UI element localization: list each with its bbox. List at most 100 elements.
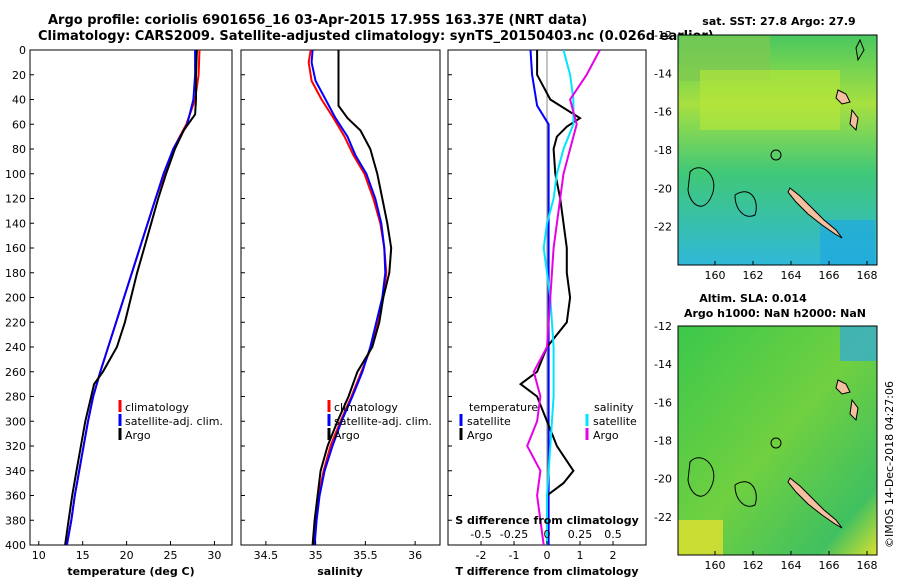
map-lon-tick-label: 168 — [857, 269, 878, 282]
depth-tick-label: 360 — [5, 490, 26, 503]
sla-map-patch — [840, 326, 877, 361]
depth-tick-label: 280 — [5, 391, 26, 404]
depth-axis: 0 20 40 60 80 100 120 140 160 180 200 220 240 260 280 3… — [5, 44, 452, 552]
depth-tick-label: 320 — [5, 440, 26, 453]
imos-watermark: ©IMOS 14-Dec-2018 04:27:06 — [883, 381, 896, 548]
x-tick-label: 35.5 — [353, 549, 378, 562]
map-axes: -12 -14 -16 -18 -20 -22 160 162 164 166 168 -12 -14 -… — [654, 29, 877, 572]
x-tick-label: 34.5 — [254, 549, 279, 562]
x-tick-label: 36 — [408, 549, 422, 562]
depth-tick-label: 220 — [5, 316, 26, 329]
temperature-axis-label: temperature (deg C) — [67, 565, 194, 578]
map-lat-tick-label: -22 — [654, 511, 672, 524]
sla-map-frame — [677, 325, 878, 556]
new-caledonia-land — [787, 477, 843, 529]
t-difference-axis-label: T difference from climatology — [455, 565, 638, 578]
s-diff-tick-label: -0.5 — [470, 528, 491, 541]
x-tick-label: 15 — [76, 549, 90, 562]
s-diff-tick-label: 0.5 — [604, 528, 622, 541]
legend-label-satellite: satellite-adj. clim. — [125, 415, 223, 428]
series-line-temperature-satellite — [529, 50, 550, 545]
map-lat-tick-label: -16 — [654, 396, 672, 409]
x-tick-label: 0 — [544, 549, 551, 562]
map-lat-tick-label: -14 — [654, 358, 672, 371]
depth-tick-label: 80 — [12, 143, 26, 156]
s-diff-tick-label: 0 — [544, 528, 551, 541]
legend-label-climatology: climatology — [125, 401, 189, 414]
series-line-satellite-adj-clim- — [310, 50, 387, 545]
title-line-2: Climatology: CARS2009. Satellite-adjuste… — [38, 29, 714, 44]
map-lon-tick-label: 160 — [705, 269, 726, 282]
map-lat-tick-label: -14 — [654, 67, 672, 80]
depth-tick-label: 380 — [5, 514, 26, 527]
sla-map-title-1: Altim. SLA: 0.014 — [699, 292, 807, 305]
legend-label-satellite: satellite-adj. clim. — [334, 415, 432, 428]
legend-header-temperature: temperature — [469, 401, 538, 414]
depth-tick-label: 240 — [5, 341, 26, 354]
depth-tick-label: 60 — [12, 118, 26, 131]
sst-map-frame — [677, 34, 878, 266]
vanuatu-island — [849, 398, 859, 422]
x-tick-label: 1 — [577, 549, 584, 562]
x-tick-label: 2 — [610, 549, 617, 562]
island-contour — [855, 38, 865, 62]
vanuatu-island — [835, 379, 851, 395]
title-line-1: Argo profile: coriolis 6901656_16 03-Apr… — [48, 13, 587, 28]
sla-map-title-2: Argo h1000: NaN h2000: NaN — [684, 307, 866, 320]
legend-label-climatology: climatology — [334, 401, 398, 414]
x-tick-label: 10 — [32, 549, 46, 562]
legend-label-argo: Argo — [125, 429, 151, 442]
map-lat-tick-label: -18 — [654, 144, 672, 157]
map-lon-tick-label: 164 — [781, 559, 802, 572]
depth-tick-label: 40 — [12, 94, 26, 107]
sla-map-patch — [678, 520, 723, 555]
x-tick-label: 35 — [309, 549, 323, 562]
legend-label-t-satellite: satellite — [467, 415, 511, 428]
map-lat-tick-label: -16 — [654, 106, 672, 119]
series-line-salinity-argo — [526, 50, 601, 545]
salinity-axis-label: salinity — [317, 565, 363, 578]
series-line-temperature-argo — [518, 50, 582, 545]
map-lat-tick-label: -20 — [654, 473, 672, 486]
legend-header-salinity: salinity — [594, 401, 634, 414]
x-tick-label: 30 — [207, 549, 221, 562]
depth-tick-label: 120 — [5, 193, 26, 206]
difference-plot — [518, 50, 601, 545]
difference-legend: temperature satellite Argo salinity sate… — [459, 401, 637, 442]
depth-tick-label: 260 — [5, 366, 26, 379]
depth-tick-label: 340 — [5, 465, 26, 478]
argo-location-marker — [770, 149, 782, 161]
map-lat-tick-label: -12 — [654, 29, 672, 42]
depth-tick-label: 400 — [5, 539, 26, 552]
x-tick-label: -2 — [476, 549, 487, 562]
map-lon-tick-label: 166 — [819, 559, 840, 572]
sst-map-title: sat. SST: 27.8 Argo: 27.9 — [702, 15, 855, 28]
argo-location-marker — [770, 437, 782, 449]
temperature-legend: climatology satellite-adj. clim. Argo — [118, 400, 223, 442]
x-tick-label: 25 — [164, 549, 178, 562]
map-lat-tick-label: -20 — [654, 182, 672, 195]
map-lat-tick-label: -22 — [654, 221, 672, 234]
map-lon-tick-label: 164 — [781, 269, 802, 282]
sla-map — [677, 325, 878, 556]
map-lon-tick-label: 162 — [743, 269, 764, 282]
series-line-climatology — [65, 50, 201, 545]
sst-map — [677, 34, 878, 266]
sst-map-patch — [700, 70, 840, 130]
map-lat-tick-label: -12 — [654, 320, 672, 333]
map-lon-tick-label: 166 — [819, 269, 840, 282]
temperature-plot — [64, 50, 201, 545]
s-difference-axis-label: S difference from climatology — [455, 514, 639, 527]
series-line-argo — [311, 50, 393, 545]
salinity-legend: climatology satellite-adj. clim. Argo — [327, 400, 432, 442]
legend-label-s-argo: Argo — [593, 429, 619, 442]
depth-tick-label: 140 — [5, 217, 26, 230]
s-diff-tick-label: 0.25 — [568, 528, 593, 541]
x-tick-label: 20 — [120, 549, 134, 562]
x-axis-ticks: 10 15 20 25 30 34.5 35 35.5 36 -2 -1 0 1 2 -0.5 -0.25 0 0… — [32, 528, 622, 562]
depth-tick-label: 20 — [12, 69, 26, 82]
map-lon-tick-label: 168 — [857, 559, 878, 572]
sla-map-field — [678, 326, 877, 555]
legend-label-s-satellite: satellite — [593, 415, 637, 428]
